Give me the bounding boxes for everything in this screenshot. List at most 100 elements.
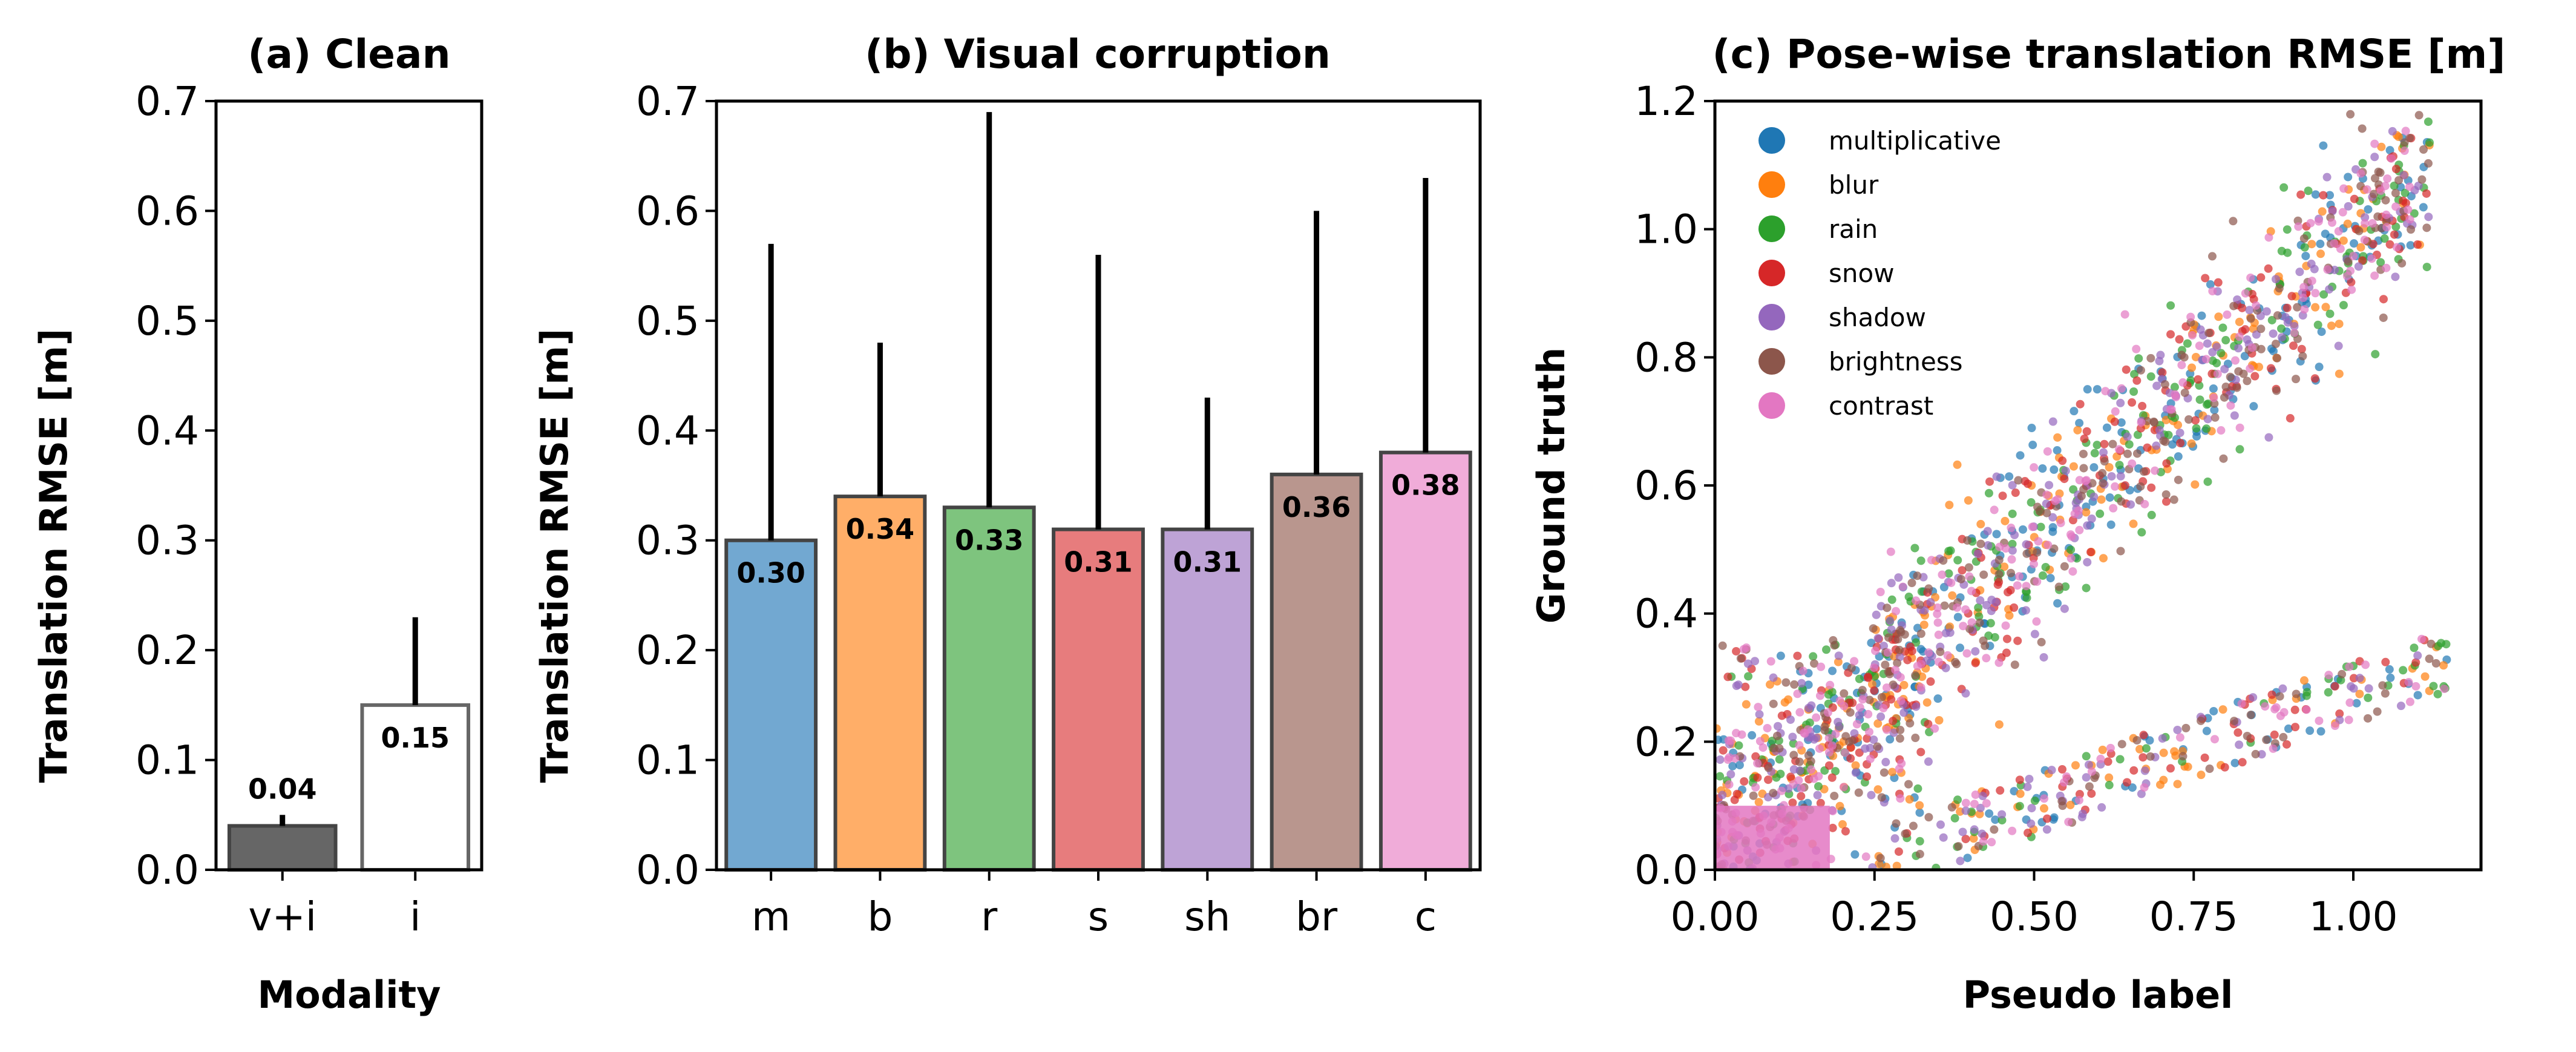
scatter-point xyxy=(1892,861,1901,870)
scatter-point xyxy=(2344,257,2353,266)
scatter-point xyxy=(1936,647,1945,656)
scatter-point xyxy=(1781,678,1791,687)
scatter-point xyxy=(1807,701,1816,710)
scatter-point xyxy=(2082,508,2091,517)
scatter-point xyxy=(2324,688,2333,697)
scatter-point xyxy=(2117,384,2126,393)
scatter-point xyxy=(2001,621,2010,630)
scatter-point xyxy=(2386,673,2395,682)
scatter-point xyxy=(1907,579,1916,588)
scatter-point xyxy=(1924,648,1933,657)
scatter-point xyxy=(1880,768,1889,777)
scatter-point xyxy=(2023,782,2032,791)
scatter-point xyxy=(1831,767,1840,776)
legend-label: contrast xyxy=(1829,391,1933,421)
scatter-point xyxy=(2324,671,2333,680)
scatter-point xyxy=(2061,582,2070,591)
scatter-point xyxy=(2413,240,2422,249)
scatter-point xyxy=(2178,752,2188,761)
scatter-point xyxy=(1916,629,1925,638)
scatter-point xyxy=(1718,641,1727,650)
scatter-point xyxy=(1797,784,1806,793)
scatter-point xyxy=(1788,798,1797,807)
scatter-point xyxy=(2256,273,2266,282)
scatter-point xyxy=(1901,829,1910,838)
scatter-point xyxy=(2061,466,2070,475)
scatter-point xyxy=(2246,711,2255,720)
scatter-point xyxy=(2022,549,2031,558)
scatter-point xyxy=(2146,353,2155,363)
scatter-point xyxy=(2354,262,2363,271)
y-tick-label: 0.5 xyxy=(136,298,199,344)
scatter-point xyxy=(1723,755,1732,764)
scatter-point xyxy=(2411,90,2419,98)
scatter-point xyxy=(2439,661,2448,670)
scatter-point xyxy=(2385,146,2394,155)
scatter-point xyxy=(2381,196,2390,205)
scatter-point xyxy=(2098,468,2107,478)
scatter-point xyxy=(2032,617,2041,626)
scatter-point xyxy=(1947,803,1956,812)
scatter-point xyxy=(2381,689,2390,698)
scatter-point xyxy=(1861,852,1870,861)
scatter-point xyxy=(1814,772,1823,781)
scatter-point xyxy=(2376,258,2385,267)
scatter-point xyxy=(1749,791,1758,800)
scatter-point xyxy=(2178,378,2188,387)
scatter-point xyxy=(2315,363,2324,372)
scatter-point xyxy=(1953,795,1962,804)
scatter-point xyxy=(1890,834,1899,843)
scatter-point xyxy=(2335,369,2344,378)
scatter-point xyxy=(1840,689,1849,698)
scatter-point xyxy=(2099,479,2108,488)
scatter-point xyxy=(1850,729,1859,738)
scatter-point xyxy=(1873,742,1882,751)
scatter-point xyxy=(1896,794,1905,803)
scatter-point xyxy=(1789,780,1798,789)
legend-marker xyxy=(1758,260,1785,286)
scatter-point xyxy=(2287,292,2296,301)
panel-c-yticks: 0.0 0.2 0.4 0.6 0.8 1.0 1.2 xyxy=(1634,78,1715,893)
scatter-point xyxy=(2158,734,2167,743)
scatter-point xyxy=(2201,274,2210,283)
scatter-point xyxy=(2364,205,2373,214)
scatter-point xyxy=(2235,423,2244,432)
scatter-point xyxy=(2229,217,2238,226)
scatter-point xyxy=(2130,370,2139,379)
scatter-point xyxy=(1735,760,1744,769)
scatter-point xyxy=(1933,610,1942,619)
scatter-point xyxy=(2132,449,2142,458)
scatter-point xyxy=(1993,580,2002,589)
scatter-point xyxy=(2202,726,2211,735)
x-tick-label: v+i xyxy=(248,893,316,940)
scatter-point xyxy=(2243,732,2252,741)
scatter-point xyxy=(2318,207,2327,216)
scatter-point xyxy=(2292,375,2301,384)
scatter-point xyxy=(1864,709,1873,718)
y-tick-label: 0.0 xyxy=(1634,847,1698,893)
scatter-point xyxy=(1865,695,1874,705)
scatter-point xyxy=(1803,725,1812,734)
scatter-point xyxy=(2218,705,2227,714)
scatter-point xyxy=(1910,544,1919,553)
legend-item-brightness: brightness xyxy=(1758,347,1963,376)
scatter-point xyxy=(1766,657,1775,666)
scatter-point xyxy=(2050,544,2059,553)
scatter-point xyxy=(2087,514,2096,524)
scatter-point xyxy=(1869,624,1878,633)
scatter-point xyxy=(2005,472,2014,481)
scatter-point xyxy=(2220,393,2229,402)
scatter-point xyxy=(1872,610,1881,619)
scatter-point xyxy=(2382,263,2391,272)
scatter-point xyxy=(2053,446,2062,455)
scatter-point xyxy=(2385,240,2394,249)
scatter-point xyxy=(2272,386,2281,395)
scatter-point xyxy=(1831,729,1840,738)
scatter-point xyxy=(2210,406,2219,415)
scatter-point xyxy=(2045,481,2054,490)
scatter-point xyxy=(2279,732,2288,741)
scatter-point xyxy=(2123,449,2132,458)
scatter-point xyxy=(2123,778,2132,787)
scatter-point xyxy=(1976,539,1985,548)
scatter-point xyxy=(1788,732,1797,741)
